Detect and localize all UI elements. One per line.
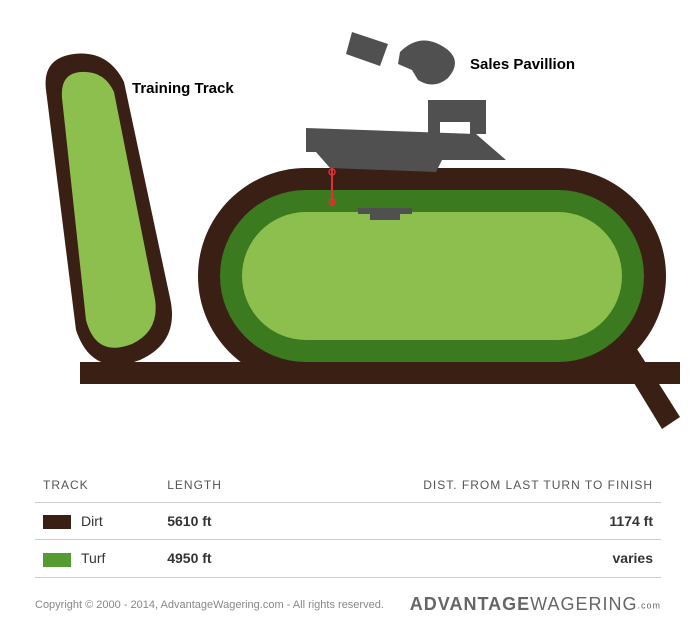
swatch xyxy=(43,515,71,529)
table-header-row: TRACK LENGTH DIST. FROM LAST TURN TO FIN… xyxy=(35,468,661,503)
training-track-label: Training Track xyxy=(132,80,234,97)
swatch xyxy=(43,553,71,567)
cell-track: Turf xyxy=(35,540,159,577)
main-infield xyxy=(242,212,622,340)
copyright: Copyright © 2000 - 2014, AdvantageWageri… xyxy=(35,599,384,611)
brand-bold: ADVANTAGE xyxy=(410,594,530,614)
cell-track: Dirt xyxy=(35,503,159,540)
brand-light: WAGERING xyxy=(530,594,637,614)
cell-length: 5610 ft xyxy=(159,503,271,540)
col-length: LENGTH xyxy=(159,468,271,503)
col-dist: DIST. FROM LAST TURN TO FINISH xyxy=(271,468,661,503)
cell-dist: 1174 ft xyxy=(271,503,661,540)
brand-suffix: .com xyxy=(637,600,661,610)
cell-dist: varies xyxy=(271,540,661,577)
sales-pavillion-label: Sales Pavillion xyxy=(470,56,575,73)
col-track: TRACK xyxy=(35,468,159,503)
sales-pavillion-shape xyxy=(346,32,455,85)
cell-length: 4950 ft xyxy=(159,540,271,577)
track-table: TRACK LENGTH DIST. FROM LAST TURN TO FIN… xyxy=(35,468,661,578)
table-row: Turf4950 ftvaries xyxy=(35,540,661,577)
footer: Copyright © 2000 - 2014, AdvantageWageri… xyxy=(35,594,661,615)
track-svg xyxy=(0,0,696,460)
track-diagram: Training Track Sales Pavillion xyxy=(0,0,696,460)
grandstand xyxy=(306,100,506,172)
table-body: Dirt5610 ft1174 ftTurf4950 ftvaries xyxy=(35,503,661,578)
table-row: Dirt5610 ft1174 ft xyxy=(35,503,661,540)
brand: ADVANTAGEWAGERING.com xyxy=(410,594,661,615)
container: Training Track Sales Pavillion TRACK LEN… xyxy=(0,0,696,635)
